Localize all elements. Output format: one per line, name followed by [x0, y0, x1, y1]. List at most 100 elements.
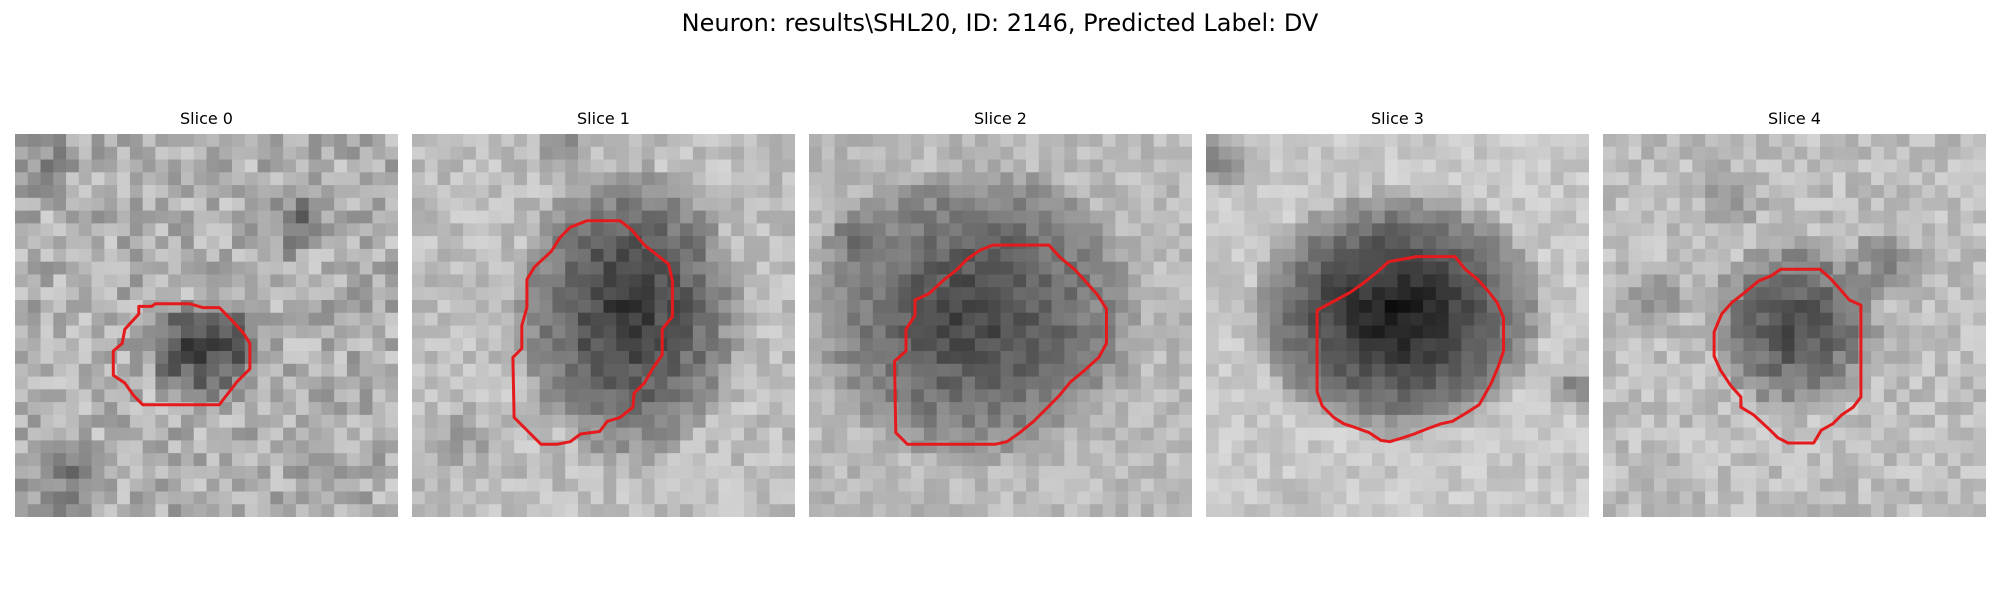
image-pixel: [1218, 402, 1233, 416]
image-pixel: [1231, 402, 1245, 416]
image-pixel: [142, 159, 157, 173]
image-pixel: [359, 491, 374, 505]
image-pixel: [283, 325, 297, 339]
image-pixel: [782, 402, 795, 416]
image-pixel: [168, 338, 182, 352]
image-pixel: [1934, 325, 1949, 339]
image-pixel: [809, 478, 823, 493]
image-pixel: [731, 312, 745, 327]
image-pixel: [756, 427, 771, 441]
image-pixel: [1269, 453, 1284, 467]
image-pixel: [1333, 248, 1348, 263]
image-pixel: [616, 363, 630, 378]
image-pixel: [385, 465, 398, 480]
image-pixel: [565, 478, 579, 493]
image-pixel: [1705, 491, 1719, 505]
image-pixel: [1000, 134, 1014, 148]
image-pixel: [1730, 351, 1745, 365]
image-pixel: [641, 146, 656, 161]
image-pixel: [488, 478, 502, 493]
image-pixel: [385, 351, 398, 365]
image-pixel: [603, 159, 617, 173]
image-pixel: [1692, 440, 1706, 454]
image-pixel: [1909, 453, 1923, 467]
image-pixel: [1756, 465, 1770, 480]
image-pixel: [1115, 376, 1129, 390]
image-pixel: [412, 478, 426, 493]
image-pixel: [40, 478, 54, 493]
image-pixel: [244, 363, 259, 378]
image-pixel: [1397, 491, 1411, 505]
image-pixel: [1743, 376, 1757, 390]
image-pixel: [526, 312, 541, 327]
image-pixel: [1423, 453, 1437, 467]
image-pixel: [463, 223, 477, 237]
image-pixel: [346, 299, 361, 314]
image-pixel: [539, 223, 554, 237]
image-pixel: [1807, 197, 1821, 212]
image-pixel: [193, 389, 208, 403]
image-pixel: [1973, 274, 1986, 288]
image-pixel: [590, 504, 605, 517]
image-pixel: [1512, 312, 1526, 327]
image-pixel: [1038, 287, 1053, 301]
image-pixel: [91, 236, 105, 250]
image-pixel: [257, 172, 271, 186]
image-pixel: [437, 427, 451, 441]
image-pixel: [1308, 363, 1322, 378]
image-pixel: [1934, 465, 1949, 480]
image-pixel: [1883, 287, 1898, 301]
image-pixel: [463, 504, 477, 517]
image-pixel: [1692, 363, 1706, 378]
image-pixel: [501, 172, 515, 186]
image-pixel: [1871, 248, 1885, 263]
image-pixel: [1641, 172, 1655, 186]
image-pixel: [1000, 504, 1014, 517]
image-pixel: [565, 261, 579, 276]
image-pixel: [962, 402, 976, 416]
image-pixel: [385, 274, 398, 288]
image-pixel: [168, 210, 182, 224]
image-pixel: [219, 159, 233, 173]
image-pixel: [424, 338, 439, 352]
image-pixel: [1102, 185, 1116, 199]
image-pixel: [1128, 427, 1142, 441]
image-pixel: [117, 453, 131, 467]
image-pixel: [1807, 274, 1821, 288]
image-pixel: [1474, 414, 1488, 429]
image-pixel: [1435, 210, 1450, 224]
image-pixel: [1654, 159, 1668, 173]
image-pixel: [552, 312, 566, 327]
image-pixel: [1871, 134, 1885, 148]
image-pixel: [1218, 287, 1233, 301]
image-pixel: [206, 440, 220, 454]
image-pixel: [539, 363, 554, 378]
slice-panel-1: Slice 1: [412, 108, 795, 518]
image-pixel: [1537, 351, 1552, 365]
image-pixel: [718, 312, 732, 327]
image-pixel: [295, 376, 310, 390]
image-pixel: [270, 261, 284, 276]
image-pixel: [1934, 299, 1949, 314]
image-pixel: [155, 248, 169, 263]
image-pixel: [718, 287, 732, 301]
image-pixel: [1218, 491, 1233, 505]
image-pixel: [91, 389, 105, 403]
image-pixel: [565, 414, 579, 429]
image-pixel: [180, 312, 195, 327]
image-pixel: [705, 287, 719, 301]
image-pixel: [1576, 159, 1589, 173]
image-pixel: [987, 287, 1002, 301]
image-pixel: [359, 465, 374, 480]
image-pixel: [450, 427, 464, 441]
image-pixel: [1679, 210, 1693, 224]
image-pixel: [91, 312, 105, 327]
image-pixel: [270, 465, 284, 480]
image-pixel: [603, 185, 617, 199]
image-pixel: [219, 465, 233, 480]
image-pixel: [629, 172, 643, 186]
image-pixel: [603, 351, 617, 365]
image-pixel: [1871, 363, 1885, 378]
image-pixel: [1166, 185, 1180, 199]
image-pixel: [1654, 274, 1668, 288]
